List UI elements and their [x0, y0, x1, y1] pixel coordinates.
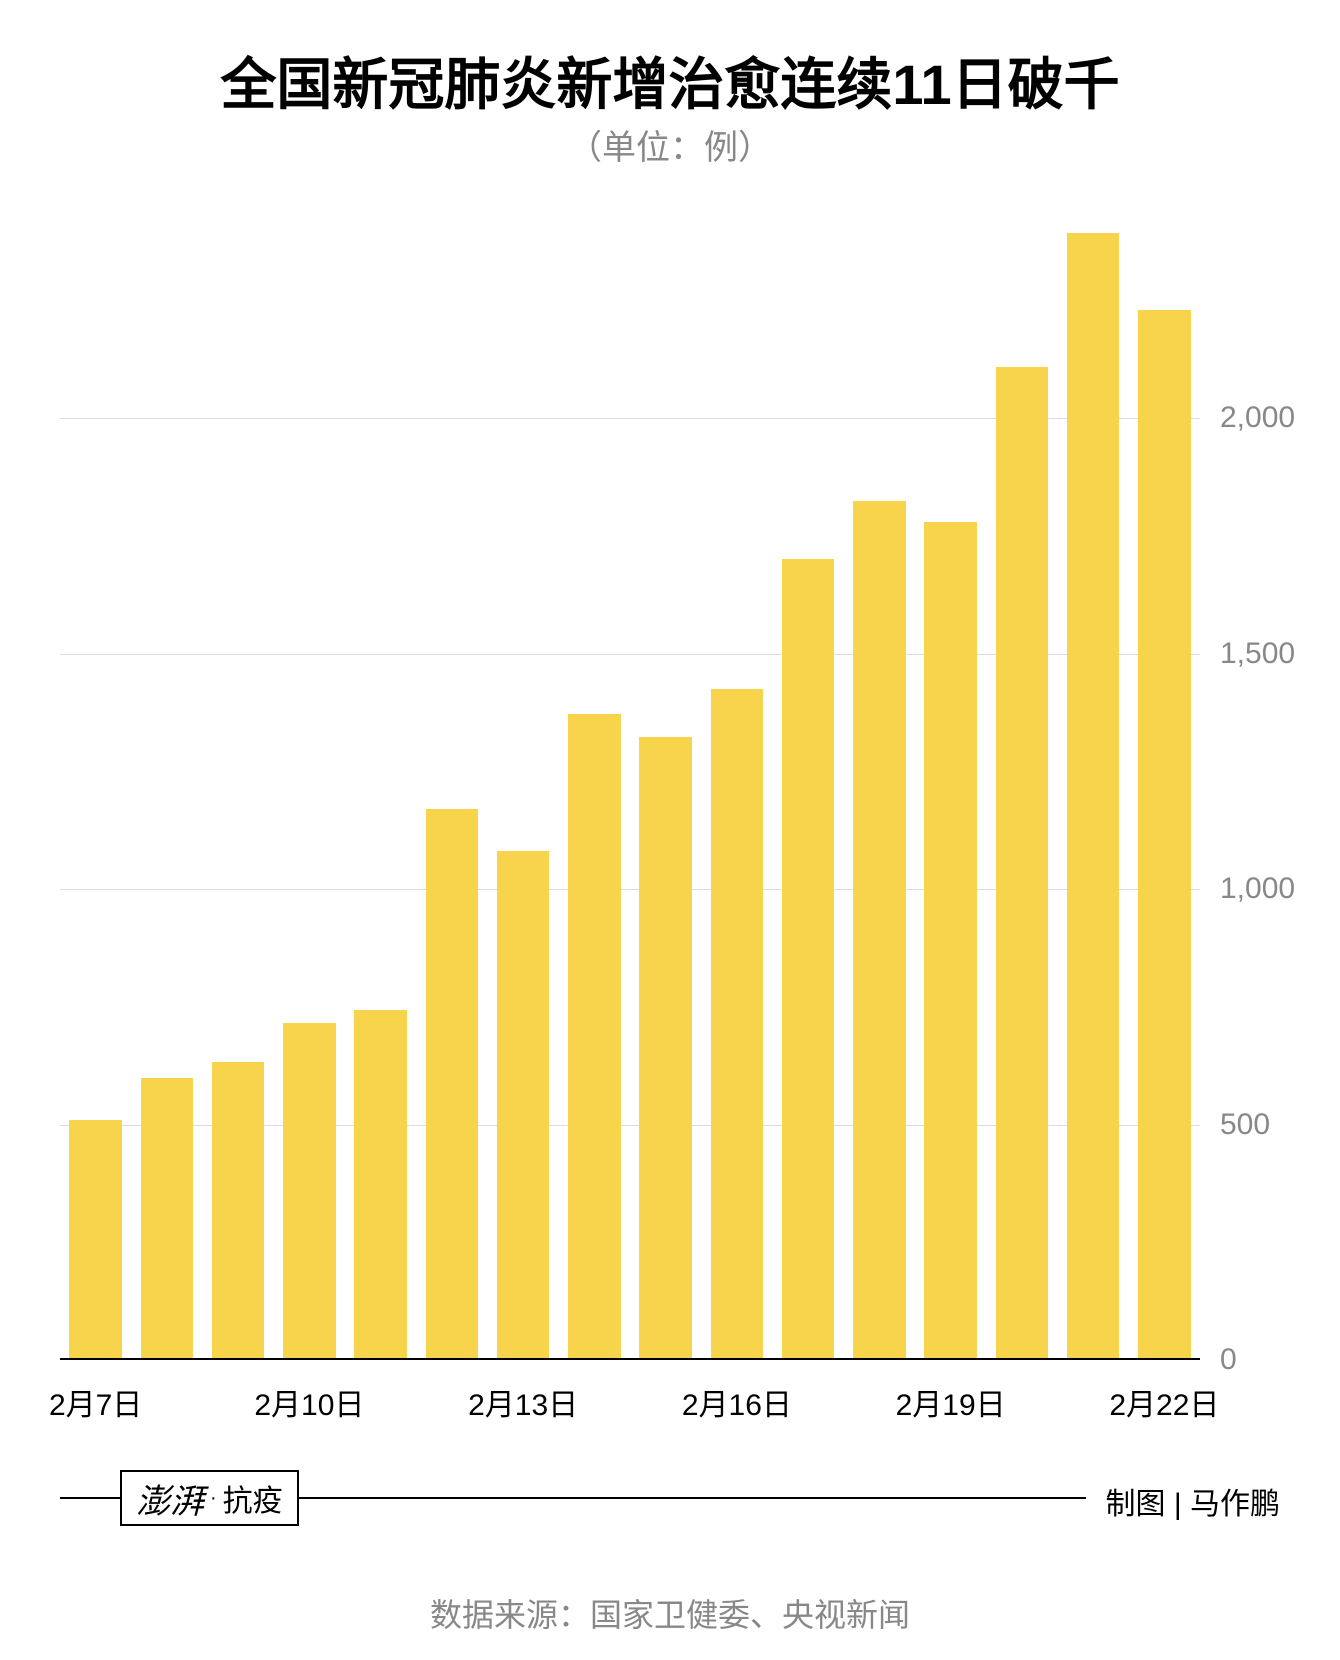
bar: [497, 851, 550, 1360]
x-axis-tick-label: 2月19日: [896, 1380, 1006, 1424]
x-axis-tick-label: 2月13日: [468, 1380, 578, 1424]
chart-title: 全国新冠肺炎新增治愈连续11日破千: [0, 40, 1340, 121]
source-logo: 澎湃 · 抗疫: [120, 1470, 299, 1526]
x-axis-tick-label: 2月10日: [254, 1380, 364, 1424]
y-axis-tick-label: 0: [1220, 1343, 1340, 1377]
y-axis-tick-label: 2,000: [1220, 401, 1340, 435]
bar: [924, 522, 977, 1360]
footer-rule-right: [299, 1497, 1086, 1499]
chart-plot-area: [60, 230, 1200, 1360]
bar: [283, 1023, 336, 1360]
logo-script-text: 澎湃: [136, 1474, 204, 1523]
y-axis-tick-label: 1,000: [1220, 872, 1340, 906]
x-axis-tick-label: 2月7日: [49, 1380, 142, 1424]
footer-rule-left: [60, 1497, 120, 1499]
x-axis-tick-label: 2月22日: [1109, 1380, 1219, 1424]
bar: [426, 809, 479, 1360]
bar: [711, 689, 764, 1360]
logo-separator-dot: ·: [210, 1487, 217, 1510]
bar: [853, 501, 906, 1360]
bar: [141, 1078, 194, 1361]
logo-plain-text: 抗疫: [223, 1476, 283, 1520]
chart-baseline: [60, 1358, 1200, 1360]
chart-credit: 制图 | 马作鹏: [1106, 1479, 1280, 1523]
bar: [354, 1010, 407, 1360]
bar: [782, 559, 835, 1360]
y-axis-tick-label: 500: [1220, 1108, 1340, 1142]
bar: [996, 367, 1049, 1360]
chart-bars: [60, 230, 1200, 1360]
chart-subtitle: （单位：例）: [0, 120, 1340, 169]
x-axis-tick-label: 2月16日: [682, 1380, 792, 1424]
bar: [568, 714, 621, 1360]
bar: [1067, 233, 1120, 1360]
bar: [639, 737, 692, 1360]
bar: [1138, 310, 1191, 1360]
footer-bar: 澎湃 · 抗疫 制图 | 马作鹏: [60, 1470, 1280, 1526]
bar: [69, 1120, 122, 1360]
data-source: 数据来源：国家卫健委、央视新闻: [0, 1590, 1340, 1636]
bar: [212, 1062, 265, 1360]
y-axis-tick-label: 1,500: [1220, 637, 1340, 671]
